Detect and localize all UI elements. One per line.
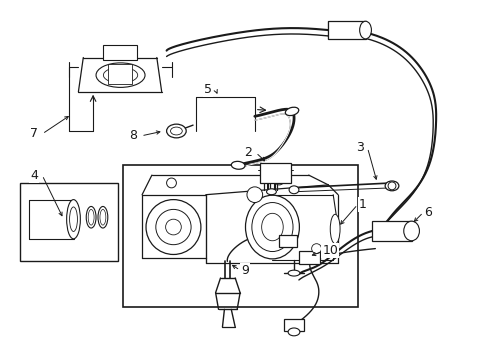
- Circle shape: [146, 199, 201, 255]
- Ellipse shape: [171, 127, 182, 135]
- Ellipse shape: [262, 213, 283, 241]
- Bar: [284, 319, 304, 331]
- Ellipse shape: [245, 195, 299, 259]
- Text: 4: 4: [30, 168, 38, 181]
- Ellipse shape: [285, 107, 299, 116]
- Bar: [372, 221, 412, 241]
- Ellipse shape: [98, 206, 108, 228]
- Circle shape: [247, 187, 263, 203]
- Text: 6: 6: [424, 206, 432, 219]
- Bar: [103, 45, 137, 60]
- Bar: [279, 235, 297, 247]
- Ellipse shape: [252, 203, 293, 252]
- Circle shape: [156, 210, 191, 245]
- Text: 8: 8: [129, 129, 137, 143]
- Circle shape: [167, 178, 176, 188]
- Ellipse shape: [100, 210, 106, 225]
- Bar: [328, 21, 366, 39]
- Text: 3: 3: [356, 141, 364, 154]
- Bar: [299, 251, 320, 264]
- Ellipse shape: [88, 210, 94, 225]
- Ellipse shape: [67, 199, 80, 239]
- Text: 10: 10: [322, 244, 338, 257]
- Bar: [122, 165, 358, 307]
- Ellipse shape: [330, 214, 340, 244]
- Text: 2: 2: [244, 146, 252, 159]
- Bar: [20, 183, 118, 261]
- Ellipse shape: [103, 67, 138, 83]
- Text: 1: 1: [359, 198, 367, 211]
- Ellipse shape: [404, 221, 419, 241]
- Ellipse shape: [86, 206, 96, 228]
- Ellipse shape: [167, 124, 186, 138]
- Circle shape: [274, 175, 284, 185]
- Text: 5: 5: [204, 84, 212, 96]
- Ellipse shape: [288, 270, 300, 276]
- Ellipse shape: [96, 63, 145, 87]
- Ellipse shape: [360, 21, 371, 39]
- Ellipse shape: [289, 186, 299, 194]
- Circle shape: [388, 182, 396, 190]
- Circle shape: [312, 244, 321, 253]
- Ellipse shape: [70, 207, 77, 231]
- Ellipse shape: [385, 181, 399, 191]
- Ellipse shape: [288, 328, 300, 336]
- Text: 7: 7: [30, 127, 38, 140]
- Bar: [260, 163, 291, 183]
- Circle shape: [166, 219, 181, 235]
- Bar: [108, 64, 132, 84]
- Ellipse shape: [231, 161, 245, 169]
- Ellipse shape: [267, 189, 276, 195]
- Text: 9: 9: [241, 264, 249, 276]
